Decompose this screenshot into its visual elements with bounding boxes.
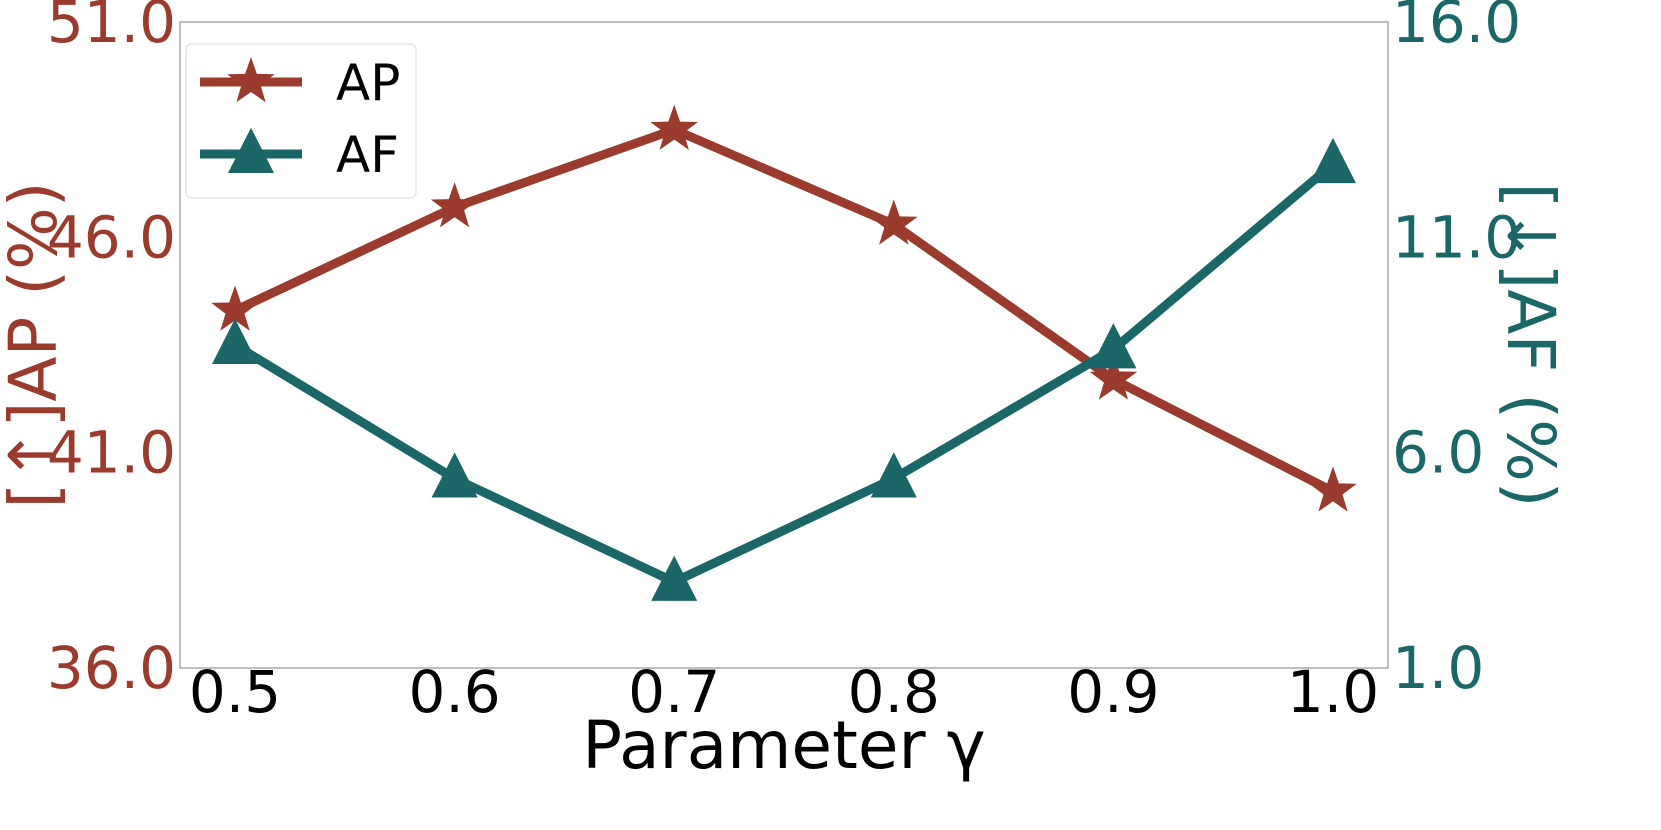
x-axis-ticks: 0.5 0.6 0.7 0.8 0.9 1.0 — [189, 658, 1379, 726]
data-point-ap — [1309, 466, 1357, 512]
x-axis-label: Parameter γ — [582, 707, 985, 784]
x-tick-label: 1.0 — [1287, 658, 1379, 726]
data-point-af — [1090, 323, 1137, 369]
legend-items — [200, 57, 302, 174]
data-point-ap — [430, 182, 479, 228]
data-point-ap — [650, 104, 698, 150]
left-y-tick-label: 41.0 — [47, 419, 176, 487]
left-y-tick-label: 46.0 — [47, 203, 176, 271]
data-point-ap — [870, 199, 918, 245]
left-y-axis-label: [↑]AP (%) — [0, 182, 72, 509]
data-point-af — [431, 452, 478, 498]
data-point-ap — [211, 285, 259, 331]
x-tick-label: 0.7 — [628, 658, 720, 726]
series-line-af — [232, 160, 1336, 587]
x-tick-label: 0.5 — [189, 658, 281, 726]
left-y-axis-ticks: 36.0 41.0 46.0 51.0 — [47, 0, 176, 702]
x-tick-label: 0.9 — [1067, 658, 1159, 726]
data-point-af — [870, 452, 917, 498]
data-point-af — [212, 318, 258, 365]
left-y-tick-label: 51.0 — [47, 0, 176, 56]
series-layer — [211, 104, 1357, 601]
series-line-ap — [233, 125, 1336, 496]
legend-marker-af — [228, 127, 274, 174]
data-point-ap — [1089, 354, 1138, 400]
left-y-tick-label: 36.0 — [47, 634, 176, 702]
right-y-tick-label: 6.0 — [1392, 419, 1484, 487]
x-tick-label: 0.8 — [848, 658, 940, 726]
x-tick-label: 0.6 — [408, 658, 500, 726]
right-y-tick-label: 16.0 — [1392, 0, 1521, 56]
right-y-tick-label: 1.0 — [1392, 634, 1484, 702]
data-point-af — [651, 555, 698, 601]
legend-marker-ap — [227, 57, 275, 103]
right-y-axis-label: [↓]AF (%) — [1492, 182, 1569, 507]
right-y-axis-ticks: 1.0 6.0 11.0 16.0 — [1392, 0, 1521, 702]
data-point-af — [1310, 137, 1356, 184]
right-y-tick-label: 11.0 — [1392, 203, 1521, 271]
legend-label-af: AF — [336, 126, 399, 184]
legend-label-ap: AP — [336, 54, 400, 112]
legend: AP AF — [185, 43, 417, 199]
